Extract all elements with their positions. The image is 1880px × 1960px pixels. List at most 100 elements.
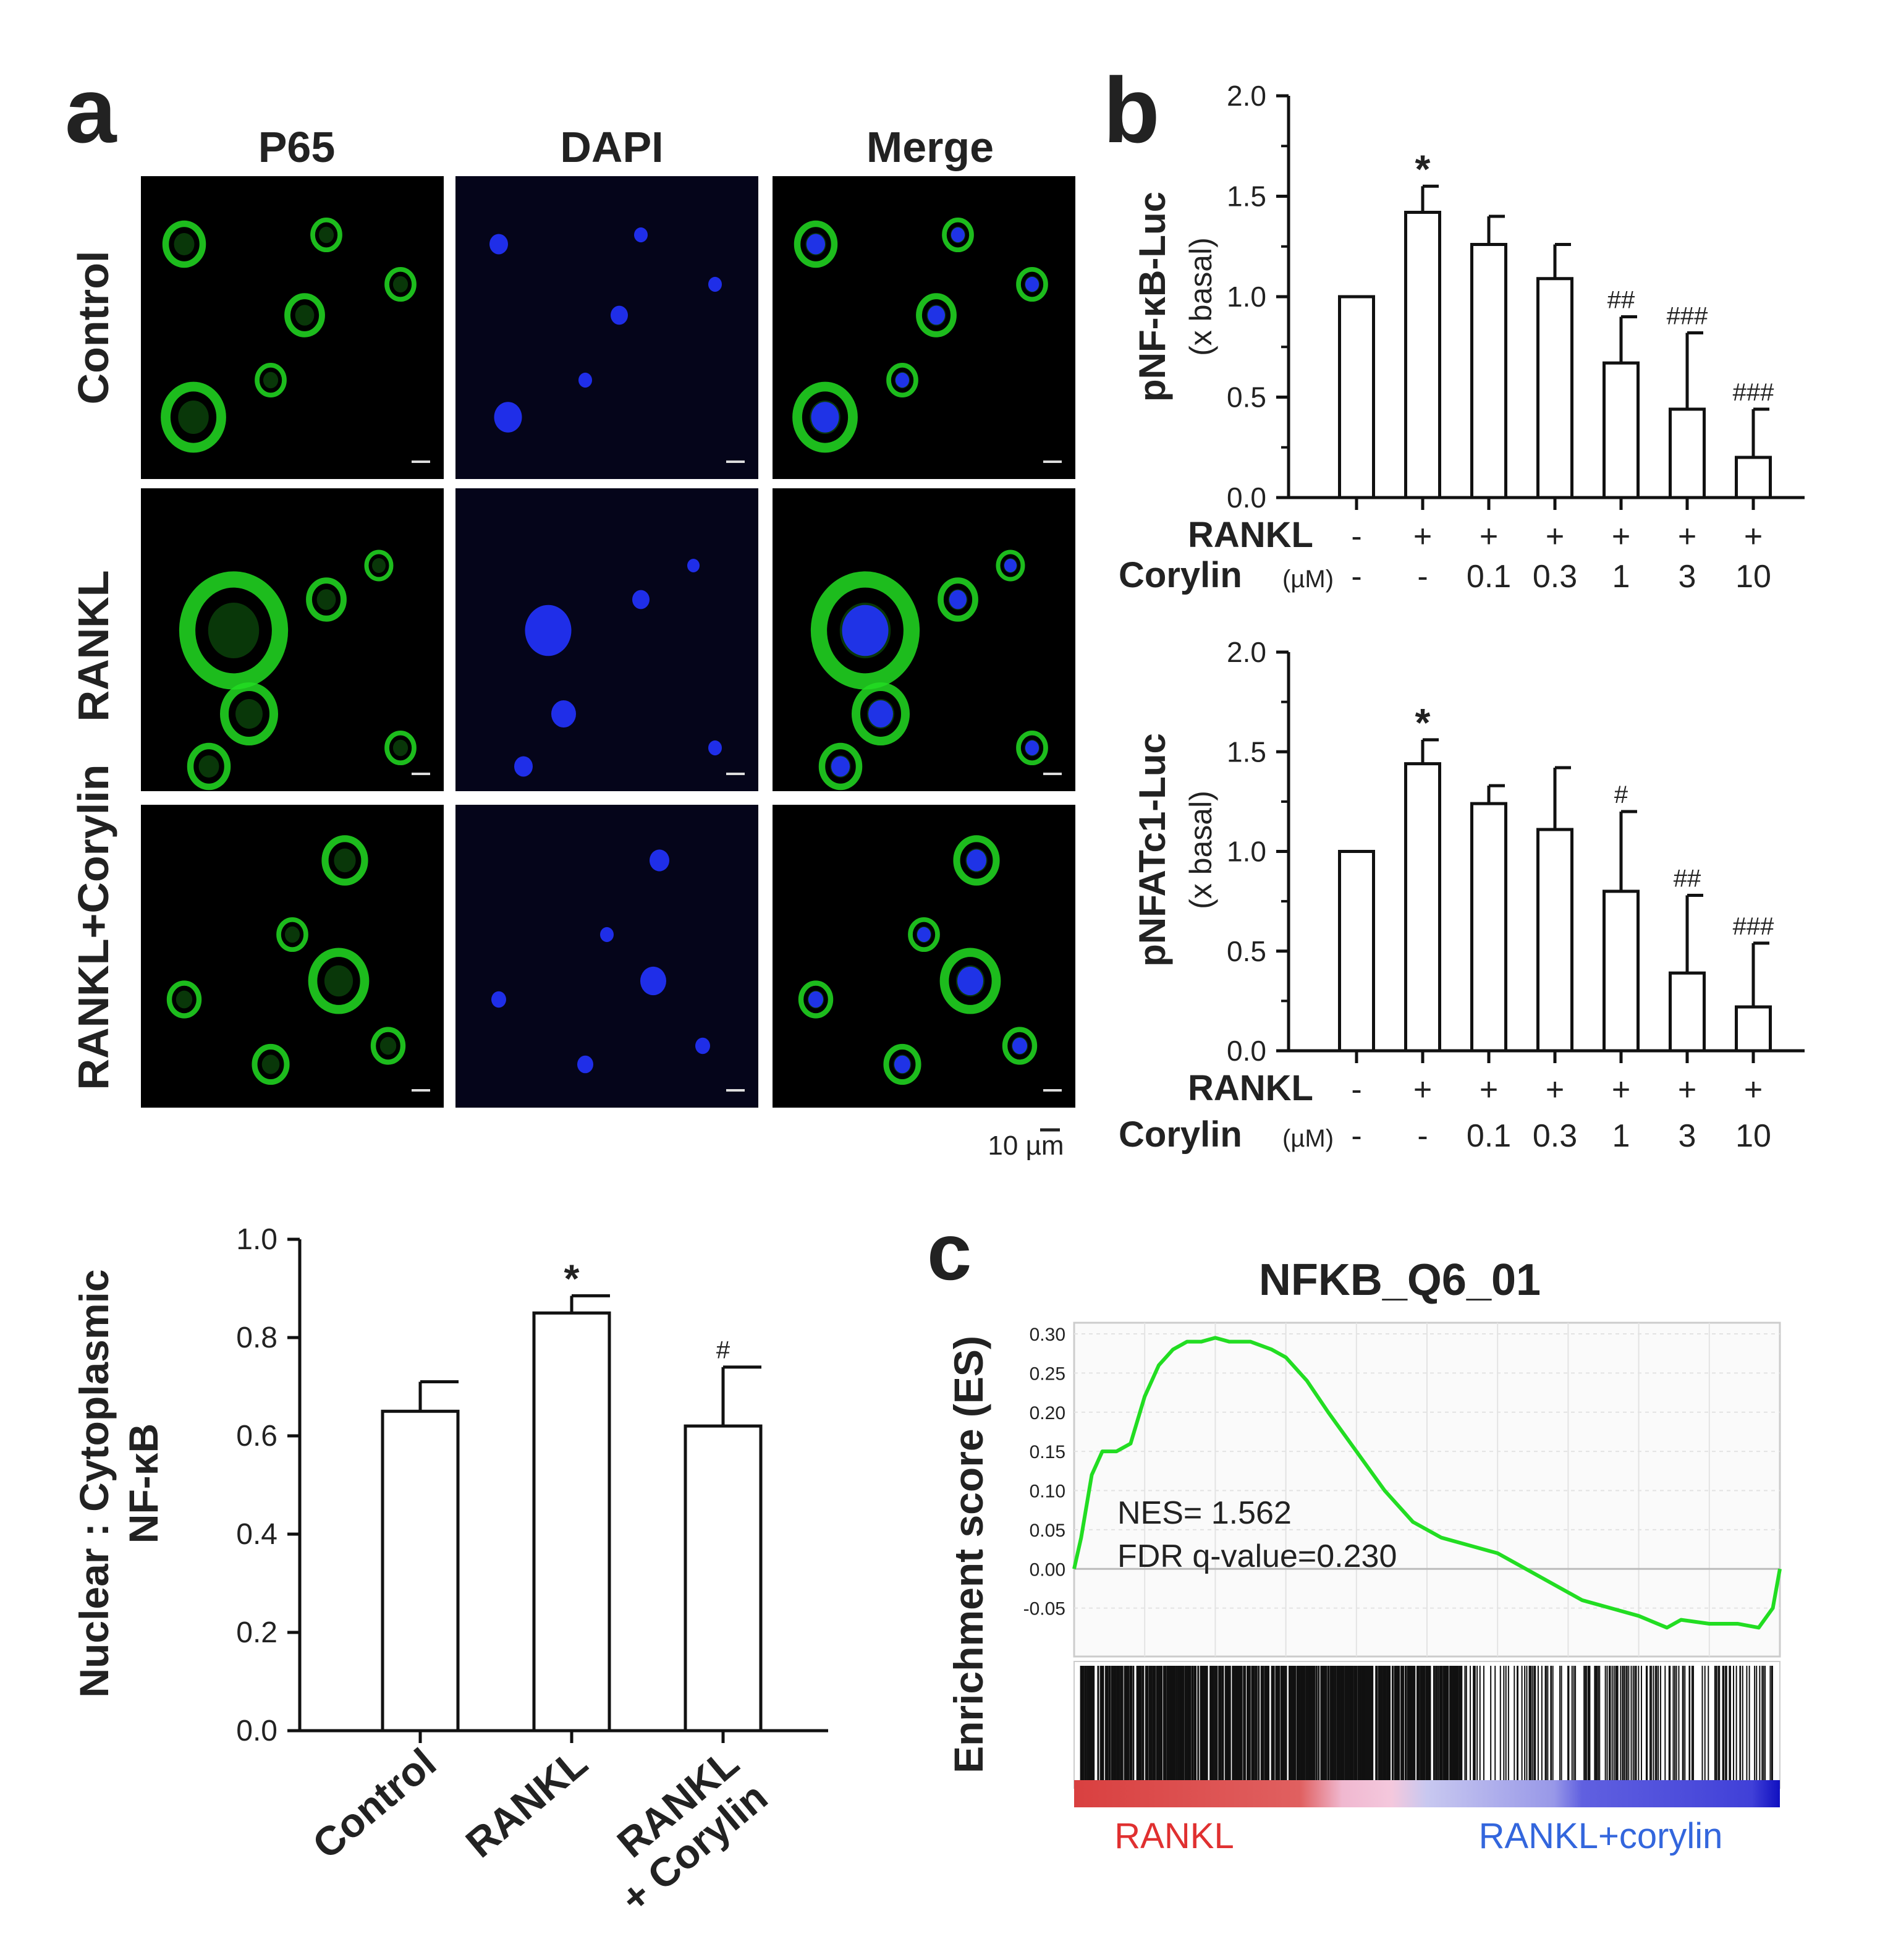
significance-mark: ##: [1674, 865, 1701, 892]
p65-cell: [308, 948, 370, 1014]
y-tick-label: 0.4: [236, 1518, 277, 1551]
y-tick-label: 1.0: [236, 1223, 277, 1256]
y-axis-label-secondary: (x basal): [1183, 791, 1218, 909]
p65-cell: [162, 220, 206, 268]
corylin-row-label: Corylin: [1119, 555, 1242, 595]
x-tick-label: Control: [304, 1739, 444, 1867]
micrograph-p65-row2: [141, 488, 444, 791]
y-tick-label: 0.15: [1030, 1442, 1065, 1462]
nucleus: [928, 305, 945, 325]
p65-cell: [284, 293, 325, 337]
nucleus: [578, 372, 592, 388]
corylin-row-label: Corylin: [1119, 1114, 1242, 1155]
p65-cell: [161, 381, 226, 453]
p65-cell: [220, 682, 278, 745]
y-tick-label: 0.10: [1030, 1482, 1065, 1502]
gsea-title: NFKB_Q6_01: [1259, 1255, 1541, 1305]
bar: [1470, 802, 1507, 1053]
p65-cell: [818, 742, 863, 791]
p65-cell: [996, 549, 1025, 582]
p65-cell: [1016, 266, 1048, 302]
p65-cell: [883, 1043, 921, 1085]
corylin-value: 10: [1735, 1118, 1771, 1154]
chart-nfkb-luc: 0.00.51.01.52.0*########pNF-κB-Luc (x bas…: [1119, 80, 1805, 595]
nucleus: [687, 559, 700, 572]
bar: [1669, 407, 1706, 499]
gene-hit-lines: [1080, 1666, 1773, 1780]
p65-cell: [886, 362, 918, 398]
rankl-value: +: [1546, 1072, 1564, 1108]
y-tick-label: 0.00: [1030, 1559, 1065, 1580]
nucleus: [842, 605, 889, 656]
y-tick-label: 0.05: [1030, 1521, 1065, 1541]
rankl-row-label: RANKL: [1188, 515, 1313, 555]
scale-bar-label: 10 µm: [988, 1131, 1064, 1161]
bar: [1536, 277, 1573, 499]
row-label-rankl-corylin: RANKL+Corylin: [69, 765, 117, 1090]
ranked-list-bar: [1074, 1780, 1780, 1807]
corylin-value: -: [1351, 1118, 1361, 1154]
column-label-p65: P65: [258, 123, 336, 171]
p65-cell: [792, 381, 858, 453]
p65-cell: [916, 293, 957, 337]
p65-cell: [953, 835, 1000, 886]
p65-cell: [370, 1027, 406, 1065]
column-label-merge: Merge: [866, 123, 994, 171]
rankl-value: +: [1678, 519, 1696, 554]
bar: [684, 1424, 763, 1733]
nucleus: [1025, 740, 1039, 756]
corylin-unit: (µM): [1282, 566, 1334, 593]
nucleus: [650, 849, 669, 872]
rankl-value: +: [1612, 519, 1630, 554]
corylin-value: 10: [1735, 559, 1771, 595]
gsea-left-label: RANKL: [1114, 1816, 1234, 1856]
p65-cell: [166, 980, 202, 1019]
rankl-value: +: [1678, 1072, 1696, 1108]
corylin-value: 1: [1612, 559, 1630, 595]
nucleus: [489, 234, 508, 255]
bar: [1735, 456, 1772, 499]
significance-mark: #: [1614, 781, 1628, 808]
micrograph-merge-row3: [773, 805, 1075, 1108]
nucleus: [1025, 276, 1039, 292]
micrograph-grid: [141, 176, 1075, 1108]
rankl-value: +: [1413, 1072, 1432, 1108]
y-tick-label: 0.6: [236, 1420, 277, 1453]
nucleus: [600, 927, 614, 943]
y-axis-label: Nuclear : Cytoplasmic: [71, 1269, 117, 1697]
p65-cell: [939, 948, 1001, 1014]
nucleus: [868, 700, 893, 728]
rankl-value: +: [1413, 519, 1432, 554]
nucleus: [494, 402, 522, 433]
bar: [1338, 295, 1375, 499]
y-tick-label: 0.30: [1030, 1325, 1065, 1345]
nucleus: [807, 234, 825, 255]
bar: [1735, 1005, 1772, 1053]
corylin-value: -: [1417, 1118, 1428, 1154]
y-tick-label: 0.2: [236, 1616, 277, 1649]
rankl-value: -: [1351, 519, 1361, 554]
x-tick-label: RANKL: [457, 1739, 596, 1866]
micrograph-dapi-row3: [455, 805, 758, 1108]
y-tick-label: 2.0: [1227, 80, 1266, 112]
significance-mark: ##: [1607, 287, 1635, 314]
row-label-rankl: RANKL: [69, 571, 117, 722]
significance-mark: *: [564, 1256, 580, 1300]
p65-cell: [942, 217, 974, 253]
p65-cell: [276, 917, 308, 952]
micrograph-dapi-row2: [455, 488, 758, 791]
p65-cell: [384, 266, 417, 302]
p65-cell: [321, 835, 368, 886]
panel-a: a P65 DAPI Merge Control RANKL RANKL+Cor…: [65, 58, 1075, 1161]
y-tick-label: 0.25: [1030, 1364, 1065, 1384]
nucleus: [896, 372, 909, 388]
row-label-control: Control: [69, 251, 117, 405]
column-label-dapi: DAPI: [560, 123, 663, 171]
rankl-row-label: RANKL: [1188, 1068, 1313, 1108]
chart-nfatc1-luc: 0.00.51.01.52.0*######pNFATc1-Luc (x basa…: [1119, 636, 1805, 1155]
rankl-value: +: [1480, 1072, 1498, 1108]
bar: [1404, 211, 1441, 499]
panel-c: c NFKB_Q6_01 0.30 0.25 0.20 0.15 0.10 0.05 0.0…: [927, 1207, 1782, 1856]
y-axis-label: Enrichment score (ES): [946, 1336, 991, 1773]
p65-cell: [908, 917, 940, 952]
